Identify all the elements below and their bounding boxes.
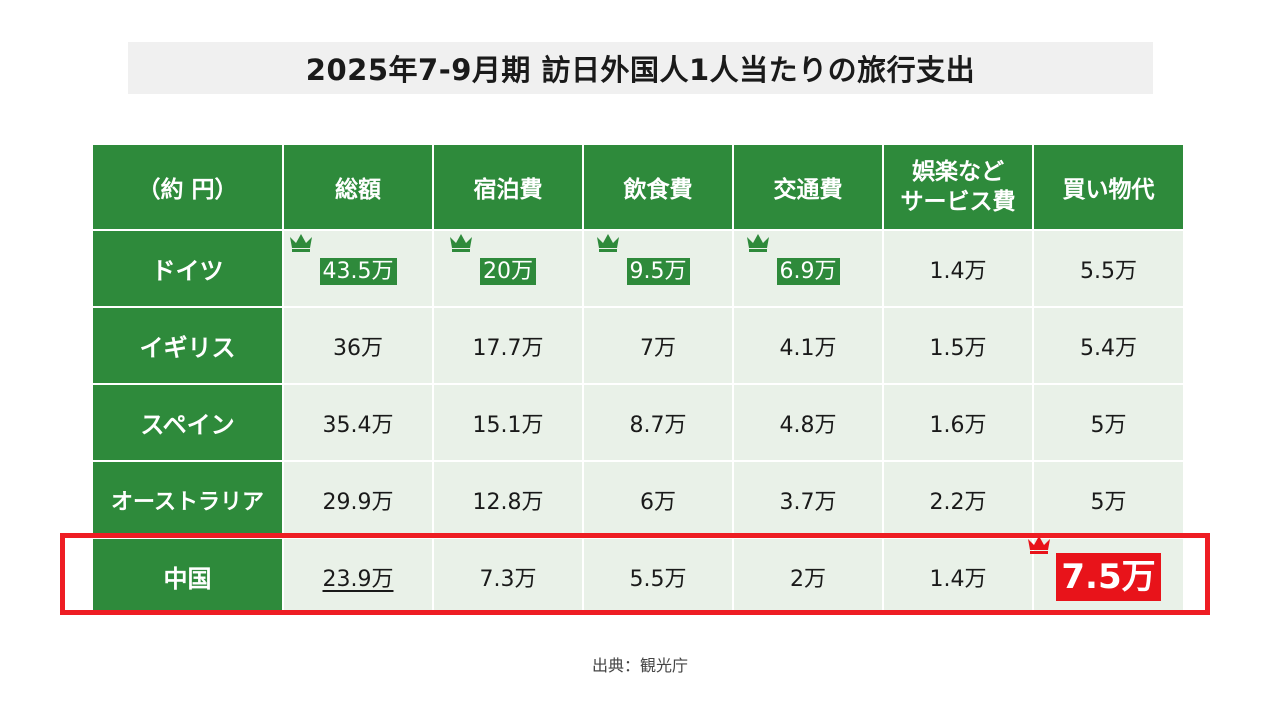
top-value: 6.9万 — [776, 257, 840, 285]
table-cell: 1.6万 — [882, 383, 1034, 462]
table-row: イギリス 36万 17.7万 7万 4.1万 1.5万 5.4万 — [91, 306, 1185, 385]
top-value: 20万 — [480, 257, 536, 285]
table-cell: 6.9万 — [732, 229, 884, 308]
table-cell: 43.5万 — [282, 229, 434, 308]
column-header: 交通費 — [732, 143, 884, 231]
table-cell: 5万 — [1032, 460, 1185, 539]
column-header: 総額 — [282, 143, 434, 231]
table-cell: 6万 — [582, 460, 734, 539]
table-cell: 7.3万 — [432, 537, 584, 616]
table-row: ドイツ 43.5万 20万 9.5万 6.9万 1.4万 — [91, 229, 1185, 308]
table-cell: 29.9万 — [282, 460, 434, 539]
table-cell: 5.5万 — [1032, 229, 1185, 308]
column-header: 買い物代 — [1032, 143, 1185, 231]
table-row: スペイン 35.4万 15.1万 8.7万 4.8万 1.6万 5万 — [91, 383, 1185, 462]
table-cell: 7万 — [582, 306, 734, 385]
column-header-services: 娯楽など サービス費 — [882, 143, 1034, 231]
top-value: 43.5万 — [319, 257, 397, 285]
crown-icon — [450, 233, 472, 252]
source-note: 出典：観光庁 — [591, 656, 688, 675]
table-cell: 1.4万 — [882, 229, 1034, 308]
table-cell: 35.4万 — [282, 383, 434, 462]
table-cell: 1.5万 — [882, 306, 1034, 385]
row-label: ドイツ — [91, 229, 284, 308]
row-label: オーストラリア — [91, 460, 284, 539]
top-value: 9.5万 — [626, 257, 690, 285]
crown-icon — [596, 233, 619, 252]
table-cell: 2万 — [732, 537, 884, 616]
table-cell: 20万 — [432, 229, 584, 308]
column-header-line: 娯楽など — [912, 159, 1004, 185]
table-cell: 15.1万 — [432, 383, 584, 462]
underlined-value: 23.9万 — [322, 566, 394, 592]
crown-icon — [746, 233, 769, 252]
row-label: イギリス — [91, 306, 284, 385]
corner-label: （約 円） — [91, 143, 284, 231]
column-header-line: サービス費 — [900, 189, 1016, 215]
table-cell: 3.7万 — [732, 460, 884, 539]
table-cell: 1.4万 — [882, 537, 1034, 616]
table-row: オーストラリア 29.9万 12.8万 6万 3.7万 2.2万 5万 — [91, 460, 1185, 539]
table-cell: 17.7万 — [432, 306, 584, 385]
table-row-highlighted: 中国 23.9万 7.3万 5.5万 2万 1.4万 7.5万 — [91, 535, 1185, 616]
table-cell: 7.5万 — [1028, 535, 1185, 616]
top-value-red: 7.5万 — [1056, 552, 1161, 601]
column-header: 飲食費 — [582, 143, 734, 231]
title-banner: 2025年7-9月期 訪日外国人1人当たりの旅行支出 — [128, 42, 1153, 94]
table-cell: 9.5万 — [582, 229, 734, 308]
table-cell: 36万 — [282, 306, 434, 385]
spending-table: （約 円） 総額 宿泊費 飲食費 交通費 娯楽などサービス費 買い物代 ドイツ … — [91, 143, 1185, 616]
table-cell: 12.8万 — [432, 460, 584, 539]
column-header: 宿泊費 — [432, 143, 584, 231]
crown-icon — [1028, 535, 1051, 554]
table-cell: 2.2万 — [882, 460, 1034, 539]
table-cell: 5.4万 — [1032, 306, 1185, 385]
table-cell: 5万 — [1032, 383, 1185, 462]
chart-title: 2025年7-9月期 訪日外国人1人当たりの旅行支出 — [305, 53, 976, 87]
header-row: （約 円） 総額 宿泊費 飲食費 交通費 娯楽などサービス費 買い物代 — [91, 143, 1185, 231]
table-cell: 4.1万 — [732, 306, 884, 385]
table-cell: 23.9万 — [282, 537, 434, 616]
table-cell: 5.5万 — [582, 537, 734, 616]
table-cell: 4.8万 — [732, 383, 884, 462]
table-cell: 8.7万 — [582, 383, 734, 462]
crown-icon — [289, 233, 312, 252]
row-label: スペイン — [91, 383, 284, 462]
row-label: 中国 — [91, 537, 284, 616]
